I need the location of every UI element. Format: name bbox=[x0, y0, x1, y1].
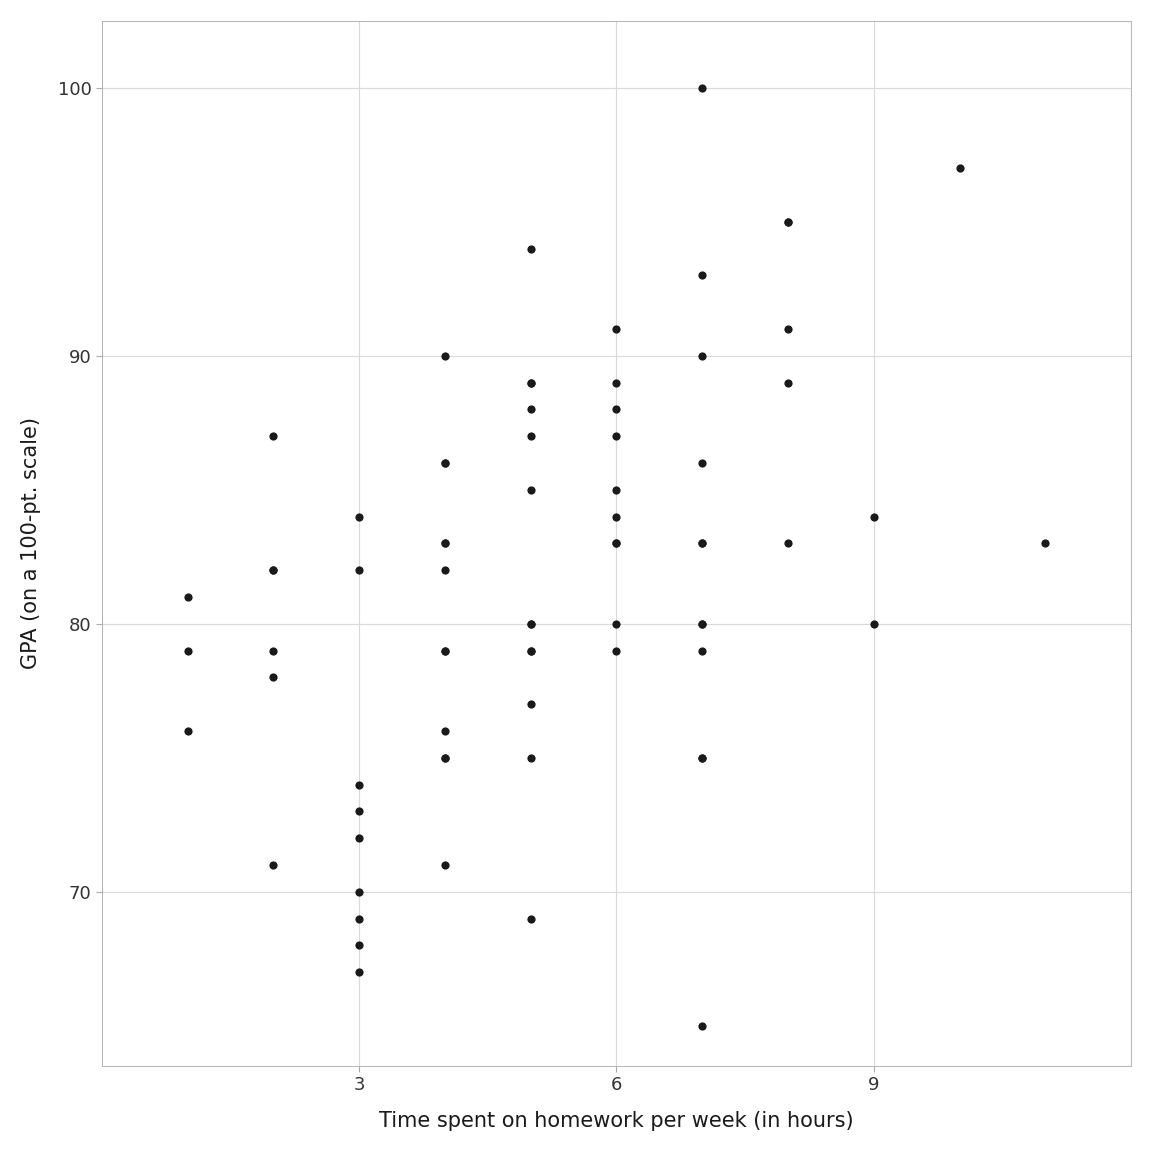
X-axis label: Time spent on homework per week (in hours): Time spent on homework per week (in hour… bbox=[379, 1112, 854, 1131]
Point bbox=[435, 856, 454, 874]
Point bbox=[522, 373, 540, 392]
Point bbox=[522, 427, 540, 446]
Point bbox=[350, 963, 369, 982]
Point bbox=[694, 642, 712, 660]
Point bbox=[607, 427, 626, 446]
Point bbox=[522, 480, 540, 499]
Point bbox=[179, 642, 197, 660]
Point bbox=[350, 829, 369, 848]
Point bbox=[264, 642, 282, 660]
Point bbox=[694, 535, 712, 553]
Point bbox=[435, 454, 454, 472]
Point bbox=[350, 882, 369, 901]
Point bbox=[264, 856, 282, 874]
Point bbox=[694, 615, 712, 634]
Point bbox=[435, 749, 454, 767]
Point bbox=[865, 507, 884, 525]
Point bbox=[179, 722, 197, 741]
Point bbox=[779, 213, 797, 232]
Point bbox=[435, 722, 454, 741]
Point bbox=[435, 642, 454, 660]
Point bbox=[264, 668, 282, 687]
Point bbox=[350, 802, 369, 820]
Point bbox=[1036, 535, 1054, 553]
Point bbox=[607, 400, 626, 418]
Point bbox=[694, 615, 712, 634]
Point bbox=[350, 937, 369, 955]
Point bbox=[435, 749, 454, 767]
Point bbox=[522, 642, 540, 660]
Point bbox=[607, 615, 626, 634]
Point bbox=[435, 454, 454, 472]
Point bbox=[694, 454, 712, 472]
Point bbox=[607, 373, 626, 392]
Point bbox=[694, 749, 712, 767]
Point bbox=[950, 159, 969, 177]
Y-axis label: GPA (on a 100-pt. scale): GPA (on a 100-pt. scale) bbox=[21, 417, 40, 669]
Point bbox=[350, 775, 369, 794]
Point bbox=[522, 373, 540, 392]
Point bbox=[779, 535, 797, 553]
Point bbox=[694, 347, 712, 365]
Point bbox=[522, 400, 540, 418]
Point bbox=[694, 266, 712, 285]
Point bbox=[694, 1017, 712, 1036]
Point bbox=[607, 480, 626, 499]
Point bbox=[264, 561, 282, 579]
Point bbox=[607, 642, 626, 660]
Point bbox=[779, 213, 797, 232]
Point bbox=[694, 535, 712, 553]
Point bbox=[607, 320, 626, 339]
Point bbox=[435, 535, 454, 553]
Point bbox=[779, 373, 797, 392]
Point bbox=[522, 909, 540, 927]
Point bbox=[694, 78, 712, 97]
Point bbox=[607, 535, 626, 553]
Point bbox=[607, 535, 626, 553]
Point bbox=[522, 695, 540, 713]
Point bbox=[435, 642, 454, 660]
Point bbox=[435, 561, 454, 579]
Point bbox=[522, 615, 540, 634]
Point bbox=[264, 561, 282, 579]
Point bbox=[264, 427, 282, 446]
Point bbox=[350, 561, 369, 579]
Point bbox=[694, 749, 712, 767]
Point bbox=[607, 507, 626, 525]
Point bbox=[522, 642, 540, 660]
Point bbox=[350, 507, 369, 525]
Point bbox=[779, 320, 797, 339]
Point bbox=[435, 347, 454, 365]
Point bbox=[522, 240, 540, 258]
Point bbox=[435, 535, 454, 553]
Point bbox=[179, 588, 197, 606]
Point bbox=[522, 615, 540, 634]
Point bbox=[865, 615, 884, 634]
Point bbox=[350, 909, 369, 927]
Point bbox=[522, 749, 540, 767]
